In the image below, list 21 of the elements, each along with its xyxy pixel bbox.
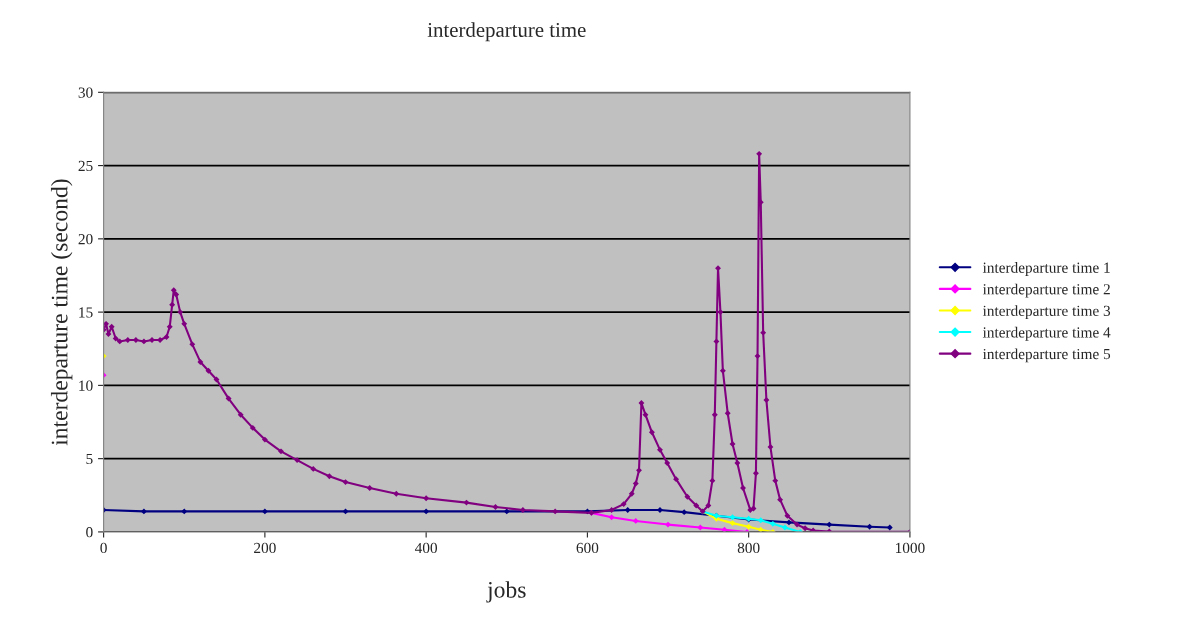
y-axis-title: interdeparture time (second)	[50, 179, 73, 446]
x-tick-label: 600	[576, 542, 599, 554]
x-tick-label: 400	[414, 542, 438, 554]
legend-label: interdeparture time 5	[982, 348, 1111, 363]
legend-label: interdeparture time 2	[982, 283, 1110, 298]
x-tick-label: 200	[254, 542, 276, 554]
y-tick-label: 10	[79, 380, 93, 391]
y-tick-label: 0	[86, 527, 93, 538]
y-tick-label: 20	[78, 233, 93, 245]
x-tick-label: 1000	[895, 542, 925, 554]
x-tick-label: 0	[100, 542, 107, 554]
legend-label: interdeparture time 3	[982, 305, 1111, 320]
legend-label: interdeparture time 4	[982, 326, 1111, 341]
x-axis-title: jobs	[486, 581, 526, 603]
x-tick-label: 800	[737, 542, 760, 554]
y-tick-label: 15	[79, 307, 93, 318]
y-tick-label: 25	[78, 160, 93, 172]
y-tick-label: 30	[78, 87, 93, 98]
chart-title: interdeparture time	[427, 22, 586, 42]
legend-label: interdeparture time 1	[982, 262, 1110, 276]
y-tick-label: 5	[86, 453, 93, 465]
